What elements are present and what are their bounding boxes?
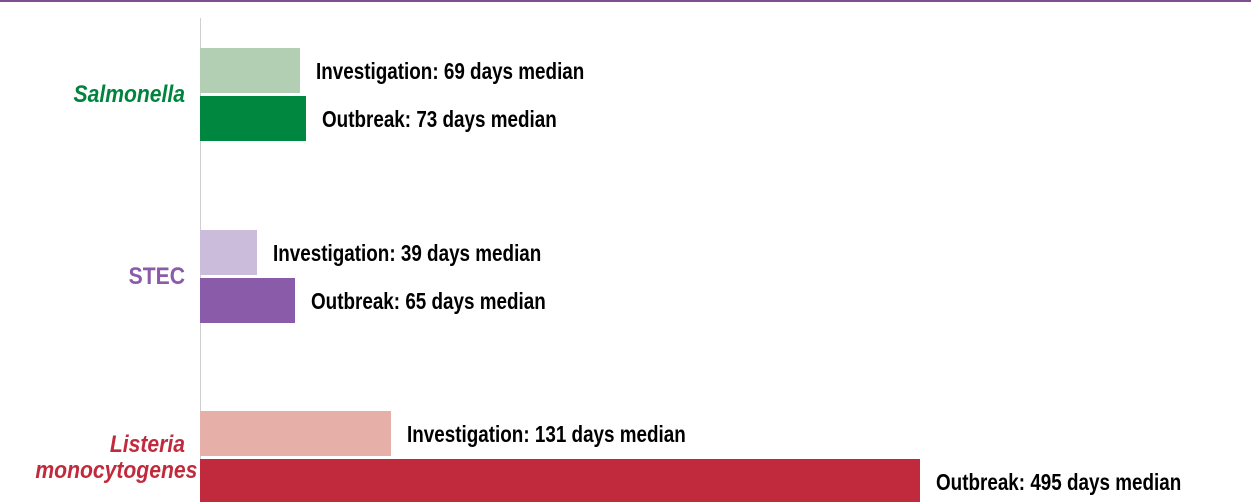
bar: [200, 278, 295, 323]
category-label: STEC: [128, 262, 185, 290]
value-label: Outbreak: 495 days median: [936, 468, 1182, 495]
bar: [200, 459, 920, 502]
value-label: Outbreak: 73 days median: [322, 105, 557, 132]
bar: [200, 96, 307, 141]
value-label: Outbreak: 65 days median: [310, 287, 546, 314]
value-label: Investigation: 39 days median: [272, 239, 542, 266]
top-rule: [0, 0, 1251, 2]
value-label: Investigation: 69 days median: [316, 57, 585, 84]
category-label: Salmonella: [73, 80, 185, 108]
bar: [200, 230, 257, 275]
bar: [200, 48, 301, 93]
category-label: Listeria monocytogenes: [35, 430, 198, 484]
value-label: Investigation: 131 days median: [406, 420, 686, 447]
bar: [200, 411, 391, 456]
